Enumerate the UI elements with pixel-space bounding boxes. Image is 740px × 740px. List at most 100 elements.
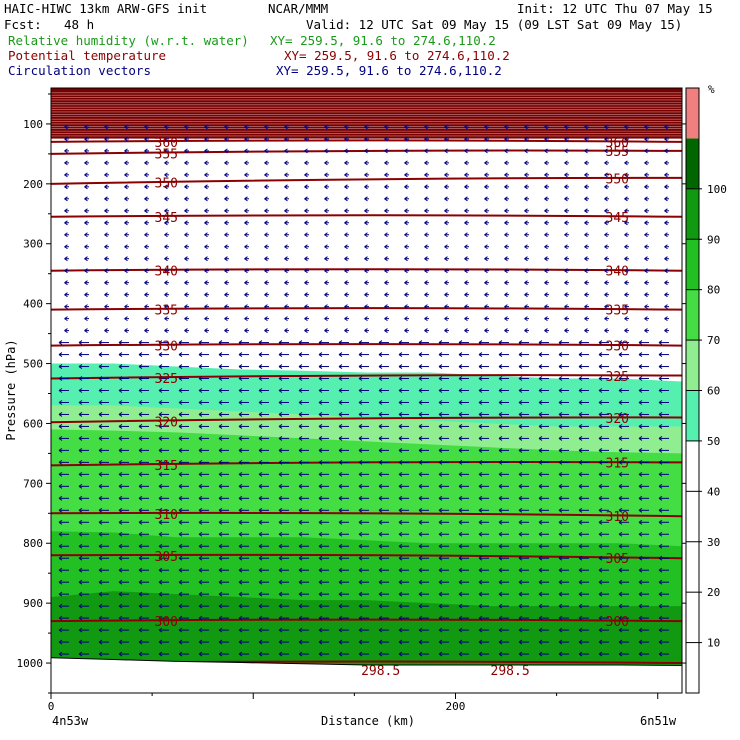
wind-vector-head bbox=[178, 364, 183, 369]
wind-vector-head bbox=[544, 244, 548, 250]
wind-vector-head bbox=[418, 519, 423, 525]
wind-vector-head bbox=[518, 507, 523, 513]
wind-vector-head bbox=[104, 292, 108, 298]
wind-vector-head bbox=[124, 280, 128, 286]
wind-vector-head bbox=[544, 256, 548, 262]
wind-vector-head bbox=[58, 639, 63, 645]
wind-vector-head bbox=[164, 196, 168, 202]
wind-vector-head bbox=[278, 483, 283, 489]
wind-vector-head bbox=[64, 220, 68, 226]
wind-vector-head bbox=[344, 172, 348, 178]
wind-vector-head bbox=[378, 507, 383, 513]
wind-vector-head bbox=[584, 172, 588, 178]
wind-vector-head bbox=[64, 184, 68, 190]
wind-vector-head bbox=[238, 447, 243, 453]
wind-vector-head bbox=[78, 591, 83, 597]
wind-vector-head bbox=[398, 519, 403, 525]
wind-vector-head bbox=[578, 471, 583, 477]
wind-vector-head bbox=[584, 148, 588, 154]
wind-vector-head bbox=[618, 388, 623, 393]
wind-vector-head bbox=[98, 352, 103, 357]
wind-vector-head bbox=[598, 543, 603, 549]
wind-vector-head bbox=[364, 232, 368, 238]
theta-label-305-1: 305 bbox=[606, 552, 629, 567]
wind-vector-head bbox=[398, 447, 403, 453]
wind-vector-head bbox=[364, 196, 368, 202]
wind-vector-head bbox=[138, 543, 143, 549]
wind-vector-head bbox=[464, 244, 468, 250]
wind-vector-head bbox=[584, 244, 588, 250]
wind-vector-head bbox=[238, 591, 243, 597]
wind-vector-head bbox=[338, 376, 343, 381]
wind-vector-head bbox=[618, 364, 623, 369]
wind-vector-head bbox=[344, 328, 348, 334]
colorbar-swatch bbox=[686, 239, 699, 290]
wind-vector-head bbox=[58, 412, 63, 417]
colorbar-label: 10 bbox=[707, 637, 720, 650]
wind-vector-head bbox=[444, 232, 448, 238]
wind-vector-head bbox=[398, 555, 403, 561]
wind-vector-head bbox=[598, 627, 603, 633]
wind-vector-head bbox=[98, 615, 103, 621]
theta-label-300-0: 300 bbox=[155, 615, 178, 630]
wind-vector-head bbox=[644, 124, 648, 130]
wind-vector-head bbox=[158, 471, 163, 477]
wind-vector-head bbox=[504, 220, 508, 226]
wind-vector-head bbox=[438, 340, 443, 345]
theta-label-315-0: 315 bbox=[155, 459, 178, 474]
wind-vector-head bbox=[398, 603, 403, 609]
wind-vector-head bbox=[418, 579, 423, 585]
colorbar-swatch bbox=[686, 491, 699, 542]
wind-vector-head bbox=[338, 459, 343, 465]
wind-vector-head bbox=[64, 304, 68, 310]
wind-vector-head bbox=[658, 495, 663, 501]
wind-vector-head bbox=[258, 400, 263, 405]
wind-vector-head bbox=[444, 280, 448, 286]
wind-vector-head bbox=[238, 424, 243, 429]
wind-vector-head bbox=[638, 591, 643, 597]
wind-vector-head bbox=[398, 376, 403, 381]
wind-vector-head bbox=[98, 388, 103, 393]
wind-vector-head bbox=[158, 352, 163, 357]
wind-vector-head bbox=[84, 292, 88, 298]
wind-vector-head bbox=[138, 615, 143, 621]
wind-vector-head bbox=[498, 495, 503, 501]
wind-vector-head bbox=[618, 627, 623, 633]
wind-vector-head bbox=[198, 447, 203, 453]
wind-vector-head bbox=[538, 555, 543, 561]
wind-vector-head bbox=[204, 232, 208, 238]
wind-vector-head bbox=[98, 436, 103, 441]
wind-vector-head bbox=[138, 555, 143, 561]
wind-vector-head bbox=[658, 651, 663, 657]
wind-vector-head bbox=[144, 316, 148, 322]
colorbar-swatch bbox=[686, 642, 699, 693]
wind-vector-head bbox=[544, 160, 548, 166]
wind-vector-head bbox=[658, 603, 663, 609]
wind-vector-head bbox=[284, 136, 288, 142]
wind-vector-head bbox=[358, 639, 363, 645]
wind-vector-head bbox=[564, 184, 568, 190]
wind-vector-head bbox=[658, 639, 663, 645]
wind-vector-head bbox=[278, 400, 283, 405]
wind-vector-head bbox=[358, 340, 363, 345]
wind-vector-head bbox=[484, 124, 488, 130]
wind-vector-head bbox=[338, 436, 343, 441]
wind-vector-head bbox=[64, 136, 68, 142]
wind-vector-head bbox=[78, 388, 83, 393]
terrain-surface bbox=[51, 657, 682, 693]
wind-vector-head bbox=[404, 256, 408, 262]
wind-vector-head bbox=[618, 352, 623, 357]
wind-vector-head bbox=[478, 424, 483, 429]
wind-vector-head bbox=[478, 519, 483, 525]
wind-vector-head bbox=[484, 280, 488, 286]
wind-vector-head bbox=[658, 615, 663, 621]
wind-vector-head bbox=[378, 639, 383, 645]
wind-vector-head bbox=[598, 639, 603, 645]
wind-vector-head bbox=[378, 627, 383, 633]
colorbar-swatch bbox=[686, 390, 699, 441]
wind-vector-head bbox=[458, 412, 463, 417]
wind-vector-head bbox=[484, 196, 488, 202]
wind-vector-head bbox=[258, 495, 263, 501]
wind-vector-head bbox=[298, 555, 303, 561]
wind-vector-head bbox=[158, 543, 163, 549]
